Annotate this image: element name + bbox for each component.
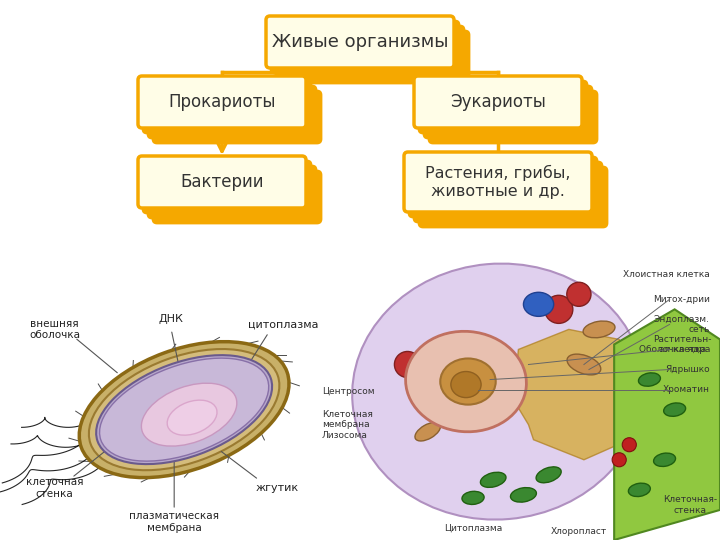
FancyBboxPatch shape: [153, 171, 321, 223]
Polygon shape: [614, 309, 720, 540]
FancyBboxPatch shape: [414, 162, 602, 222]
Ellipse shape: [523, 292, 554, 316]
Circle shape: [612, 453, 626, 467]
Ellipse shape: [654, 453, 675, 467]
Text: Растения, грибы,
животные и др.: Растения, грибы, животные и др.: [426, 165, 571, 199]
Circle shape: [567, 282, 591, 306]
Ellipse shape: [480, 472, 506, 488]
Text: ДНК: ДНК: [158, 314, 184, 325]
Ellipse shape: [567, 354, 600, 375]
FancyBboxPatch shape: [404, 152, 592, 212]
Ellipse shape: [415, 422, 441, 441]
Ellipse shape: [664, 403, 685, 416]
Text: Клеточная-
стенка: Клеточная- стенка: [662, 495, 717, 515]
FancyBboxPatch shape: [276, 26, 464, 78]
FancyBboxPatch shape: [153, 91, 321, 143]
Ellipse shape: [167, 400, 217, 435]
Ellipse shape: [440, 359, 496, 404]
Ellipse shape: [629, 483, 650, 497]
Text: Растительн-
ая клетка: Растительн- ая клетка: [654, 335, 712, 354]
Text: цитоплазма: цитоплазма: [248, 319, 319, 329]
Text: внешняя
оболочка: внешняя оболочка: [30, 319, 80, 340]
FancyBboxPatch shape: [409, 157, 597, 217]
Text: жгутик: жгутик: [255, 483, 298, 493]
FancyBboxPatch shape: [148, 166, 316, 218]
Text: Ядрышко: Ядрышко: [665, 365, 710, 374]
Text: Цитоплазма: Цитоплазма: [444, 523, 502, 532]
Ellipse shape: [583, 321, 615, 338]
Text: Хроматин: Хроматин: [663, 385, 710, 394]
Ellipse shape: [79, 342, 289, 477]
Circle shape: [395, 352, 420, 377]
Ellipse shape: [352, 264, 644, 519]
Ellipse shape: [451, 372, 481, 397]
FancyBboxPatch shape: [414, 76, 582, 128]
Ellipse shape: [639, 373, 660, 386]
FancyBboxPatch shape: [424, 86, 592, 138]
FancyBboxPatch shape: [138, 156, 306, 208]
Ellipse shape: [510, 488, 536, 502]
Circle shape: [622, 438, 636, 452]
FancyBboxPatch shape: [271, 21, 459, 73]
FancyBboxPatch shape: [429, 91, 597, 143]
Ellipse shape: [89, 349, 279, 470]
Text: Эндоплазм.
сеть: Эндоплазм. сеть: [654, 315, 710, 334]
Polygon shape: [513, 329, 639, 460]
Text: Эукариоты: Эукариоты: [450, 93, 546, 111]
FancyBboxPatch shape: [419, 167, 607, 227]
Ellipse shape: [141, 383, 237, 446]
Ellipse shape: [462, 491, 484, 504]
Text: Хлоропласт: Хлоропласт: [551, 528, 607, 536]
Text: клеточная
стенка: клеточная стенка: [26, 477, 84, 498]
Text: плазматическая
мембрана: плазматическая мембрана: [129, 511, 219, 533]
Circle shape: [544, 295, 573, 323]
FancyBboxPatch shape: [266, 16, 454, 68]
Ellipse shape: [536, 467, 561, 483]
Text: Оболочка ядра: Оболочка ядра: [639, 345, 710, 354]
Ellipse shape: [96, 355, 272, 464]
Text: Клеточная
мембрана
Лизосома: Клеточная мембрана Лизосома: [322, 410, 373, 440]
FancyBboxPatch shape: [148, 86, 316, 138]
Ellipse shape: [405, 332, 526, 432]
FancyBboxPatch shape: [419, 81, 587, 133]
Text: Хлоистная клетка: Хлоистная клетка: [624, 270, 710, 279]
Ellipse shape: [99, 358, 269, 461]
Text: Живые организмы: Живые организмы: [271, 33, 449, 51]
FancyBboxPatch shape: [138, 76, 306, 128]
FancyBboxPatch shape: [143, 161, 311, 213]
FancyBboxPatch shape: [281, 31, 469, 83]
Text: Митох-дрии: Митох-дрии: [653, 295, 710, 304]
Text: Бактерии: Бактерии: [180, 173, 264, 191]
Text: Прокариоты: Прокариоты: [168, 93, 276, 111]
Text: Центросом: Центросом: [322, 387, 374, 396]
FancyBboxPatch shape: [143, 81, 311, 133]
